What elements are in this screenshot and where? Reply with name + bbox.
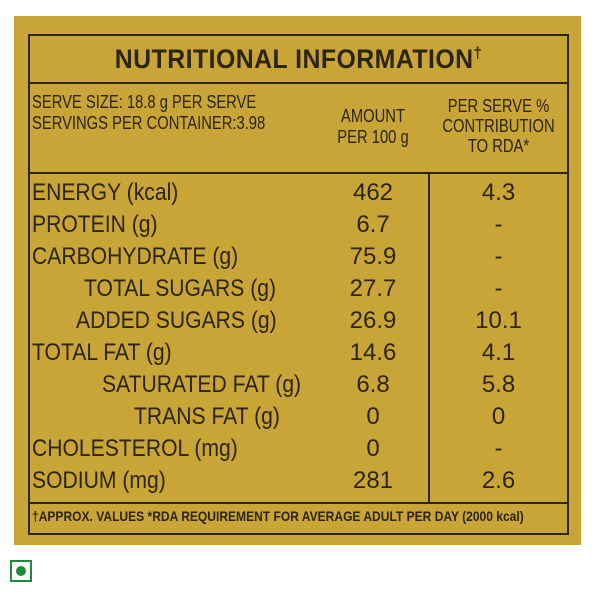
row-label: TOTAL FAT (g) [32, 339, 172, 366]
row-rda: 0 [491, 403, 506, 430]
amount-header: AMOUNT PER 100 g [328, 106, 418, 148]
row-label: TRANS FAT (g) [134, 403, 280, 430]
row-rda: 4.1 [481, 339, 516, 366]
row-added-sugars: ADDED SUGARS (g) 26.9 10.1 [30, 305, 567, 337]
amount-header-line1: AMOUNT [341, 106, 405, 126]
serve-size: SERVE SIZE: 18.8 g PER SERVE [32, 92, 257, 112]
rda-header-line2: CONTRIBUTION [442, 116, 555, 136]
row-amount: 14.6 [349, 339, 397, 366]
row-label: SATURATED FAT (g) [102, 371, 302, 398]
amount-header-line2: PER 100 g [337, 127, 409, 147]
row-protein: PROTEIN (g) 6.7 - [30, 209, 567, 241]
row-amount: 0 [366, 403, 380, 430]
rda-header-line1: PER SERVE % [447, 96, 550, 116]
row-rda: 10.1 [475, 307, 522, 334]
row-amount: 0 [366, 435, 380, 462]
row-amount: 462 [352, 179, 394, 206]
row-total-sugars: TOTAL SUGARS (g) 27.7 - [30, 273, 567, 305]
row-cholesterol: CHOLESTEROL (mg) 0 - [30, 433, 567, 465]
row-amount: 27.7 [349, 275, 397, 302]
row-trans-fat: TRANS FAT (g) 0 0 [30, 401, 567, 433]
row-energy: ENERGY (kcal) 462 4.3 [30, 177, 567, 209]
divider-header [30, 172, 567, 174]
row-rda: - [494, 275, 503, 302]
row-amount: 281 [352, 467, 394, 494]
row-amount: 75.9 [349, 243, 397, 270]
veg-symbol-icon [10, 560, 32, 582]
row-rda: 5.8 [481, 371, 516, 398]
veg-symbol-dot [16, 566, 26, 576]
nutrition-table: NUTRITIONAL INFORMATION† SERVE SIZE: 18.… [28, 34, 569, 535]
nutrition-title: NUTRITIONAL INFORMATION† [51, 44, 545, 75]
row-rda: 2.6 [481, 467, 516, 494]
row-label: ENERGY (kcal) [32, 179, 179, 206]
row-label: PROTEIN (g) [32, 211, 158, 238]
nutrition-label: NUTRITIONAL INFORMATION† SERVE SIZE: 18.… [14, 16, 581, 545]
title-approx-mark: † [473, 45, 483, 62]
row-total-fat: TOTAL FAT (g) 14.6 4.1 [30, 337, 567, 369]
row-sodium: SODIUM (mg) 281 2.6 [30, 465, 567, 497]
servings-per-container: SERVINGS PER CONTAINER:3.98 [32, 113, 266, 133]
serving-info: SERVE SIZE: 18.8 g PER SERVE SERVINGS PE… [32, 92, 265, 134]
rda-header-line3: TO RDA* [467, 136, 530, 156]
row-label: CARBOHYDRATE (g) [32, 243, 239, 270]
column-divider [428, 172, 430, 502]
row-rda: 4.3 [481, 179, 516, 206]
row-rda: - [494, 243, 503, 270]
row-amount: 26.9 [349, 307, 397, 334]
rda-header: PER SERVE % CONTRIBUTION TO RDA* [441, 96, 557, 156]
row-saturated-fat: SATURATED FAT (g) 6.8 5.8 [30, 369, 567, 401]
row-label: TOTAL SUGARS (g) [84, 275, 277, 302]
row-amount: 6.7 [356, 211, 390, 238]
row-label: ADDED SUGARS (g) [76, 307, 277, 334]
footnote: †APPROX. VALUES *RDA REQUIREMENT FOR AVE… [32, 508, 524, 524]
row-amount: 6.8 [356, 371, 390, 398]
row-label: CHOLESTEROL (mg) [32, 435, 238, 462]
divider-title [30, 82, 567, 84]
divider-footer [30, 502, 567, 504]
row-label: SODIUM (mg) [32, 467, 166, 494]
row-rda: - [494, 435, 503, 462]
title-text: NUTRITIONAL INFORMATION [114, 44, 474, 74]
row-rda: - [494, 211, 503, 238]
row-carbohydrate: CARBOHYDRATE (g) 75.9 - [30, 241, 567, 273]
